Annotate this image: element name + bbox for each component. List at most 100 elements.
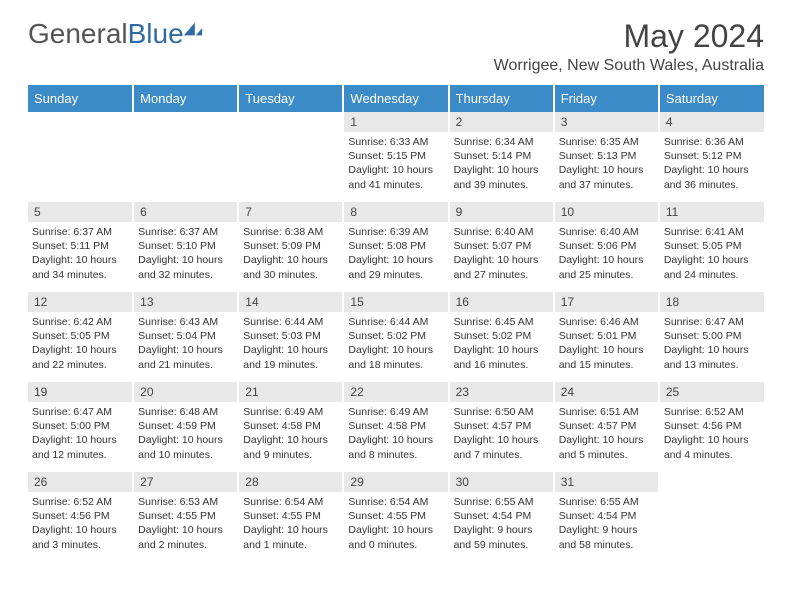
calendar-cell: 18Sunrise: 6:47 AMSunset: 5:00 PMDayligh…	[659, 291, 764, 381]
brand-logo: GeneralBlue	[28, 18, 204, 50]
day-details: Sunrise: 6:47 AMSunset: 5:00 PMDaylight:…	[660, 312, 764, 376]
sunrise-line: Sunrise: 6:33 AM	[348, 135, 443, 149]
calendar-cell	[238, 112, 343, 201]
sunrise-line: Sunrise: 6:49 AM	[243, 405, 338, 419]
daylight-line: Daylight: 10 hours and 18 minutes.	[348, 343, 443, 371]
sunrise-line: Sunrise: 6:35 AM	[559, 135, 654, 149]
sunset-line: Sunset: 4:57 PM	[454, 419, 549, 433]
day-details: Sunrise: 6:44 AMSunset: 5:02 PMDaylight:…	[344, 312, 447, 376]
sunset-line: Sunset: 5:00 PM	[664, 329, 760, 343]
day-number-empty	[28, 112, 132, 132]
sunset-line: Sunset: 4:55 PM	[243, 509, 338, 523]
calendar-cell: 26Sunrise: 6:52 AMSunset: 4:56 PMDayligh…	[28, 471, 133, 561]
weekday-header: Wednesday	[343, 85, 448, 112]
sunrise-line: Sunrise: 6:50 AM	[454, 405, 549, 419]
sunset-line: Sunset: 4:54 PM	[559, 509, 654, 523]
calendar-cell: 29Sunrise: 6:54 AMSunset: 4:55 PMDayligh…	[343, 471, 448, 561]
calendar-head: SundayMondayTuesdayWednesdayThursdayFrid…	[28, 85, 764, 112]
sail-icon	[182, 20, 204, 38]
calendar-cell: 31Sunrise: 6:55 AMSunset: 4:54 PMDayligh…	[554, 471, 659, 561]
calendar-cell: 27Sunrise: 6:53 AMSunset: 4:55 PMDayligh…	[133, 471, 238, 561]
day-number: 11	[660, 202, 764, 222]
calendar-cell: 2Sunrise: 6:34 AMSunset: 5:14 PMDaylight…	[449, 112, 554, 201]
day-number: 5	[28, 202, 132, 222]
day-details: Sunrise: 6:36 AMSunset: 5:12 PMDaylight:…	[660, 132, 764, 196]
calendar-week-row: 26Sunrise: 6:52 AMSunset: 4:56 PMDayligh…	[28, 471, 764, 561]
calendar-week-row: 5Sunrise: 6:37 AMSunset: 5:11 PMDaylight…	[28, 201, 764, 291]
sunrise-line: Sunrise: 6:42 AM	[32, 315, 128, 329]
day-number: 15	[344, 292, 447, 312]
weekday-row: SundayMondayTuesdayWednesdayThursdayFrid…	[28, 85, 764, 112]
calendar-cell: 3Sunrise: 6:35 AMSunset: 5:13 PMDaylight…	[554, 112, 659, 201]
day-details: Sunrise: 6:40 AMSunset: 5:06 PMDaylight:…	[555, 222, 658, 286]
day-number: 30	[450, 472, 553, 492]
sunset-line: Sunset: 4:54 PM	[454, 509, 549, 523]
sunrise-line: Sunrise: 6:55 AM	[454, 495, 549, 509]
calendar-cell: 6Sunrise: 6:37 AMSunset: 5:10 PMDaylight…	[133, 201, 238, 291]
day-details: Sunrise: 6:48 AMSunset: 4:59 PMDaylight:…	[134, 402, 237, 466]
daylight-line: Daylight: 9 hours and 58 minutes.	[559, 523, 654, 551]
sunrise-line: Sunrise: 6:40 AM	[454, 225, 549, 239]
day-number: 26	[28, 472, 132, 492]
daylight-line: Daylight: 10 hours and 9 minutes.	[243, 433, 338, 461]
day-number: 3	[555, 112, 658, 132]
sunrise-line: Sunrise: 6:49 AM	[348, 405, 443, 419]
sunset-line: Sunset: 5:14 PM	[454, 149, 549, 163]
day-number-empty	[660, 472, 764, 492]
calendar-cell	[133, 112, 238, 201]
sunset-line: Sunset: 5:01 PM	[559, 329, 654, 343]
daylight-line: Daylight: 10 hours and 41 minutes.	[348, 163, 443, 191]
sunrise-line: Sunrise: 6:36 AM	[664, 135, 760, 149]
sunset-line: Sunset: 4:55 PM	[348, 509, 443, 523]
sunrise-line: Sunrise: 6:43 AM	[138, 315, 233, 329]
calendar-cell: 24Sunrise: 6:51 AMSunset: 4:57 PMDayligh…	[554, 381, 659, 471]
day-details: Sunrise: 6:44 AMSunset: 5:03 PMDaylight:…	[239, 312, 342, 376]
sunset-line: Sunset: 5:03 PM	[243, 329, 338, 343]
calendar-page: GeneralBlue May 2024 Worrigee, New South…	[0, 0, 792, 572]
sunset-line: Sunset: 4:58 PM	[243, 419, 338, 433]
daylight-line: Daylight: 10 hours and 10 minutes.	[138, 433, 233, 461]
daylight-line: Daylight: 10 hours and 32 minutes.	[138, 253, 233, 281]
sunset-line: Sunset: 4:59 PM	[138, 419, 233, 433]
calendar-cell: 21 Sunrise: 6:49 AMSunset: 4:58 PMDayligh…	[238, 381, 343, 471]
sunset-line: Sunset: 4:56 PM	[32, 509, 128, 523]
calendar-cell: 4Sunrise: 6:36 AMSunset: 5:12 PMDaylight…	[659, 112, 764, 201]
sunset-line: Sunset: 5:05 PM	[664, 239, 760, 253]
calendar-cell	[659, 471, 764, 561]
daylight-line: Daylight: 10 hours and 4 minutes.	[664, 433, 760, 461]
calendar-cell: 22Sunrise: 6:49 AMSunset: 4:58 PMDayligh…	[343, 381, 448, 471]
daylight-line: Daylight: 10 hours and 3 minutes.	[32, 523, 128, 551]
day-details: Sunrise: 6:39 AMSunset: 5:08 PMDaylight:…	[344, 222, 447, 286]
day-number: 12	[28, 292, 132, 312]
day-number: 8	[344, 202, 447, 222]
day-number: 23	[450, 382, 553, 402]
daylight-line: Daylight: 10 hours and 19 minutes.	[243, 343, 338, 371]
weekday-header: Saturday	[659, 85, 764, 112]
sunrise-line: Sunrise: 6:41 AM	[664, 225, 760, 239]
calendar-cell: 23Sunrise: 6:50 AMSunset: 4:57 PMDayligh…	[449, 381, 554, 471]
day-number: 19	[28, 382, 132, 402]
sunset-line: Sunset: 5:10 PM	[138, 239, 233, 253]
title-block: May 2024 Worrigee, New South Wales, Aust…	[494, 18, 764, 75]
day-number: 21	[239, 382, 342, 402]
day-details: Sunrise: 6:46 AMSunset: 5:01 PMDaylight:…	[555, 312, 658, 376]
day-details: Sunrise: 6:40 AMSunset: 5:07 PMDaylight:…	[450, 222, 553, 286]
sunset-line: Sunset: 5:08 PM	[348, 239, 443, 253]
sunrise-line: Sunrise: 6:48 AM	[138, 405, 233, 419]
day-details: Sunrise: 6:54 AMSunset: 4:55 PMDaylight:…	[344, 492, 447, 556]
day-number: 9	[450, 202, 553, 222]
sunset-line: Sunset: 5:12 PM	[664, 149, 760, 163]
calendar-cell: 9Sunrise: 6:40 AMSunset: 5:07 PMDaylight…	[449, 201, 554, 291]
day-number: 22	[344, 382, 447, 402]
daylight-line: Daylight: 10 hours and 8 minutes.	[348, 433, 443, 461]
day-details: Sunrise: 6:55 AMSunset: 4:54 PMDaylight:…	[450, 492, 553, 556]
sunrise-line: Sunrise: 6:53 AM	[138, 495, 233, 509]
day-number: 20	[134, 382, 237, 402]
calendar-cell: 1Sunrise: 6:33 AMSunset: 5:15 PMDaylight…	[343, 112, 448, 201]
sunrise-line: Sunrise: 6:40 AM	[559, 225, 654, 239]
calendar-cell: 17Sunrise: 6:46 AMSunset: 5:01 PMDayligh…	[554, 291, 659, 381]
daylight-line: Daylight: 10 hours and 0 minutes.	[348, 523, 443, 551]
day-number: 17	[555, 292, 658, 312]
sunrise-line: Sunrise: 6:37 AM	[138, 225, 233, 239]
calendar-cell: 13Sunrise: 6:43 AMSunset: 5:04 PMDayligh…	[133, 291, 238, 381]
